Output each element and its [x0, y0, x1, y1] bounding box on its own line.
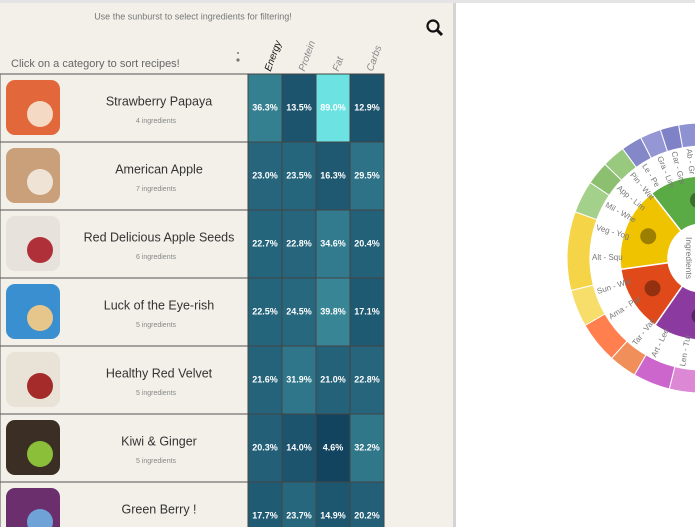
- search-button[interactable]: [426, 19, 444, 37]
- category-icon: [691, 309, 695, 323]
- nutrient-cell: [247, 209, 283, 279]
- recipe-name: Green Berry !: [121, 502, 196, 516]
- inner-segment[interactable]: [653, 284, 695, 341]
- nutrient-value: 23.5%: [286, 170, 312, 180]
- recipe-name: American Apple: [115, 162, 203, 176]
- recipe-name: Red Delicious Apple Seeds: [84, 230, 235, 244]
- nutrient-cell: [349, 209, 385, 279]
- sunburst-label[interactable]: Ab - Gr: [685, 148, 695, 175]
- nutrient-value: 23.7%: [286, 510, 312, 520]
- nutrient-value: 22.5%: [252, 306, 278, 316]
- nutrient-cell: [281, 345, 317, 415]
- nutrient-cell: [349, 413, 385, 483]
- nutrient-value: 36.3%: [252, 102, 278, 112]
- nutrient-cell: [349, 345, 385, 415]
- recipe-name: Luck of the Eye-rish: [104, 298, 215, 312]
- center-label: Ingredients: [684, 237, 694, 279]
- nutrient-value: 22.7%: [252, 238, 278, 248]
- recipe-image-detail: [27, 441, 53, 467]
- nutrient-value: 21.6%: [252, 374, 278, 384]
- category-icon: [644, 280, 661, 297]
- nutrient-cell: [247, 73, 283, 143]
- nutrient-cell: [315, 277, 351, 347]
- recipe-name: Healthy Red Velvet: [106, 366, 213, 380]
- ingredient-count: 5 ingredients: [136, 458, 177, 465]
- nutrient-value: 31.9%: [286, 374, 312, 384]
- category-icon: [689, 192, 695, 208]
- recipe-name: Strawberry Papaya: [106, 94, 212, 108]
- nutrient-value: 20.2%: [354, 510, 380, 520]
- filter-hint: Use the sunburst to select ingredients f…: [94, 11, 292, 21]
- nutrient-value: 89.0%: [320, 102, 346, 112]
- divider: [453, 0, 456, 527]
- column-header[interactable]: Fat: [331, 54, 347, 72]
- sort-hint: Click on a category to sort recipes!: [11, 58, 180, 70]
- recipe-image-detail: [27, 169, 53, 195]
- sunburst-label[interactable]: Alt - Squ: [592, 253, 623, 262]
- recipe-name: Kiwi & Ginger: [121, 434, 197, 448]
- sort-indicator[interactable]: [236, 52, 240, 62]
- ingredient-count: 5 ingredients: [136, 322, 177, 329]
- nutrient-cell: [281, 277, 317, 347]
- ingredient-count: 4 ingredients: [136, 118, 177, 125]
- recipe-image-detail: [27, 237, 53, 263]
- recipe-row[interactable]: Green Berry ! 17.7% 23.7% 14.9% 20.2%: [0, 481, 385, 527]
- nutrient-cell: [349, 481, 385, 527]
- ingredient-count: 7 ingredients: [136, 186, 177, 193]
- recipe-image-detail: [27, 305, 53, 331]
- nutrient-value: 24.5%: [286, 306, 312, 316]
- nutrient-cell: [281, 141, 317, 211]
- sunburst-center: [668, 224, 695, 292]
- nutrient-cell: [315, 345, 351, 415]
- nutrient-cell: [315, 413, 351, 483]
- recipe-row[interactable]: Red Delicious Apple Seeds 6 ingredients 22…: [0, 209, 385, 279]
- recipe-row[interactable]: Strawberry Papaya 4 ingredients 36.3% 13.5%…: [0, 73, 385, 143]
- nutrient-value: 22.8%: [354, 374, 380, 384]
- top-border: [0, 0, 695, 3]
- nutrient-value: 34.6%: [320, 238, 346, 248]
- nutrient-value: 39.8%: [320, 306, 346, 316]
- nutrient-cell: [349, 277, 385, 347]
- nutrient-value: 32.2%: [354, 442, 380, 452]
- recipe-row[interactable]: Healthy Red Velvet 5 ingredients 21.6% 31.9…: [0, 345, 385, 415]
- nutrient-value: 4.6%: [323, 442, 344, 452]
- nutrient-value: 20.4%: [354, 238, 380, 248]
- nutrient-cell: [315, 481, 351, 527]
- recipe-row[interactable]: Kiwi & Ginger 5 ingredients 20.3% 14.0% 4.6%…: [0, 413, 385, 483]
- category-icon: [640, 228, 657, 245]
- recipe-image-detail: [27, 101, 53, 127]
- nutrient-value: 21.0%: [320, 374, 346, 384]
- recipe-row[interactable]: American Apple 7 ingredients 23.0% 23.5% 16.…: [0, 141, 385, 211]
- nutrient-cell: [281, 209, 317, 279]
- ingredient-count: 6 ingredients: [136, 254, 177, 261]
- nutrient-value: 14.0%: [286, 442, 312, 452]
- nutrient-cell: [315, 209, 351, 279]
- nutrient-value: 22.8%: [286, 238, 312, 248]
- recipe-image-detail: [27, 509, 53, 527]
- nutrient-value: 17.1%: [354, 306, 380, 316]
- recipe-row[interactable]: Luck of the Eye-rish 5 ingredients 22.5% 24…: [0, 277, 385, 347]
- nutrient-cell: [281, 73, 317, 143]
- nutrient-cell: [315, 73, 351, 143]
- nutrient-value: 17.7%: [252, 510, 278, 520]
- nutrient-value: 23.0%: [252, 170, 278, 180]
- nutrient-cell: [247, 277, 283, 347]
- nutrient-value: 16.3%: [320, 170, 346, 180]
- nutrient-value: 13.5%: [286, 102, 312, 112]
- nutrient-value: 29.5%: [354, 170, 380, 180]
- nutrient-value: 20.3%: [252, 442, 278, 452]
- nutrient-cell: [349, 73, 385, 143]
- ingredient-count: 5 ingredients: [136, 390, 177, 397]
- recipe-image-detail: [27, 373, 53, 399]
- nutrient-value: 12.9%: [354, 102, 380, 112]
- nutrient-cell: [281, 413, 317, 483]
- nutrient-value: 14.9%: [320, 510, 346, 520]
